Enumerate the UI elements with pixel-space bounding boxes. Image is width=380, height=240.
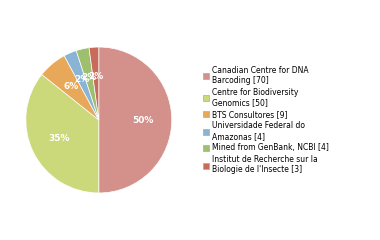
Text: 2%: 2% [74,75,89,84]
Wedge shape [89,47,99,120]
Wedge shape [99,47,172,193]
Wedge shape [42,56,99,120]
Text: 2%: 2% [81,73,97,82]
Wedge shape [76,48,99,120]
Text: 2%: 2% [88,72,103,81]
Text: 50%: 50% [132,115,153,125]
Text: 35%: 35% [49,134,70,144]
Wedge shape [26,74,99,193]
Legend: Canadian Centre for DNA
Barcoding [70], Centre for Biodiversity
Genomics [50], B: Canadian Centre for DNA Barcoding [70], … [201,64,331,176]
Wedge shape [64,51,99,120]
Text: 6%: 6% [63,82,78,91]
